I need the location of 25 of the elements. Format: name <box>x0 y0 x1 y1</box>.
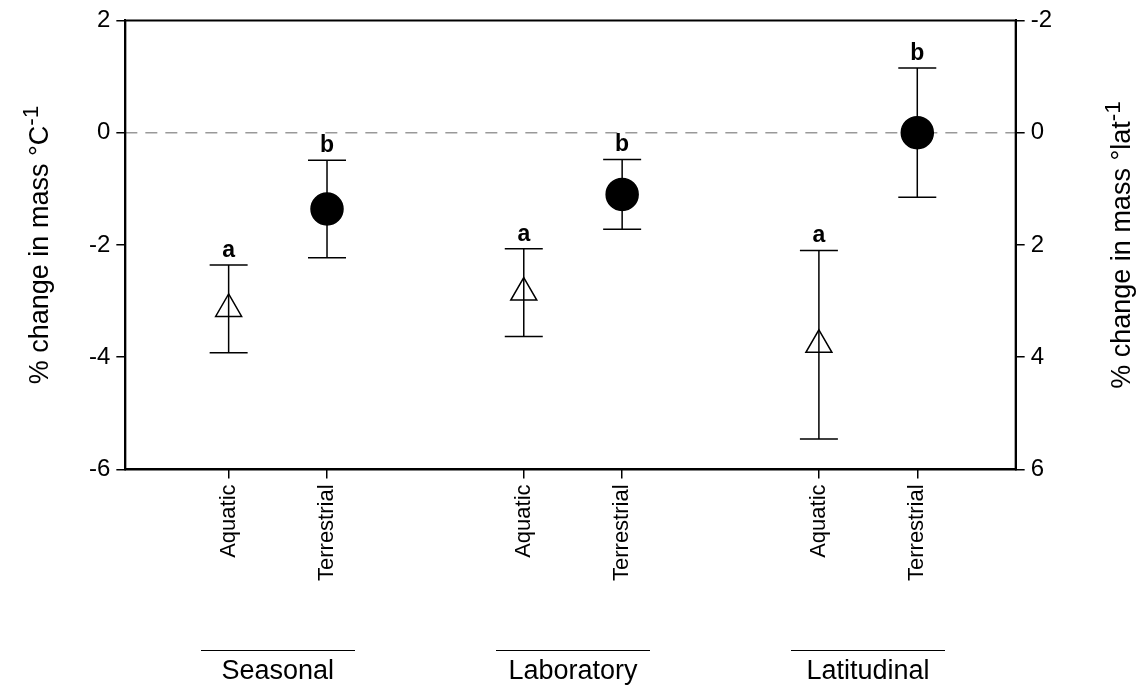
text: Latitudinal <box>806 655 930 686</box>
y-tick-label: -2 <box>89 229 111 257</box>
y2-tick-label: 2 <box>1030 229 1045 257</box>
y2-tick-label: 6 <box>1030 454 1045 482</box>
y2-tick-label: 0 <box>1030 117 1045 145</box>
annotation: b <box>910 38 925 65</box>
annotation: b <box>319 131 335 157</box>
annotation: a <box>517 219 531 246</box>
text: Seasonal <box>221 655 335 686</box>
annotation: a <box>222 235 236 262</box>
x-tick-label: Aquatic <box>804 484 830 558</box>
y2-tick-label: -2 <box>1030 5 1052 33</box>
x-tick-label: Aquatic <box>214 484 240 558</box>
y-tick-label: 2 <box>96 5 111 33</box>
y2-tick-label: 4 <box>1030 341 1045 369</box>
y-tick-label: 0 <box>96 117 111 145</box>
x-tick-label: Terrestrial <box>903 484 929 582</box>
text: Laboratory <box>508 655 638 686</box>
annotation: b <box>615 130 630 157</box>
annotation: a <box>812 221 826 248</box>
y-tick-label: -6 <box>89 454 111 482</box>
x-tick-label: Terrestrial <box>313 484 339 582</box>
x-tick-label: Terrestrial <box>608 484 634 582</box>
x-tick-label: Aquatic <box>509 484 535 558</box>
y-tick-label: -4 <box>89 341 111 369</box>
